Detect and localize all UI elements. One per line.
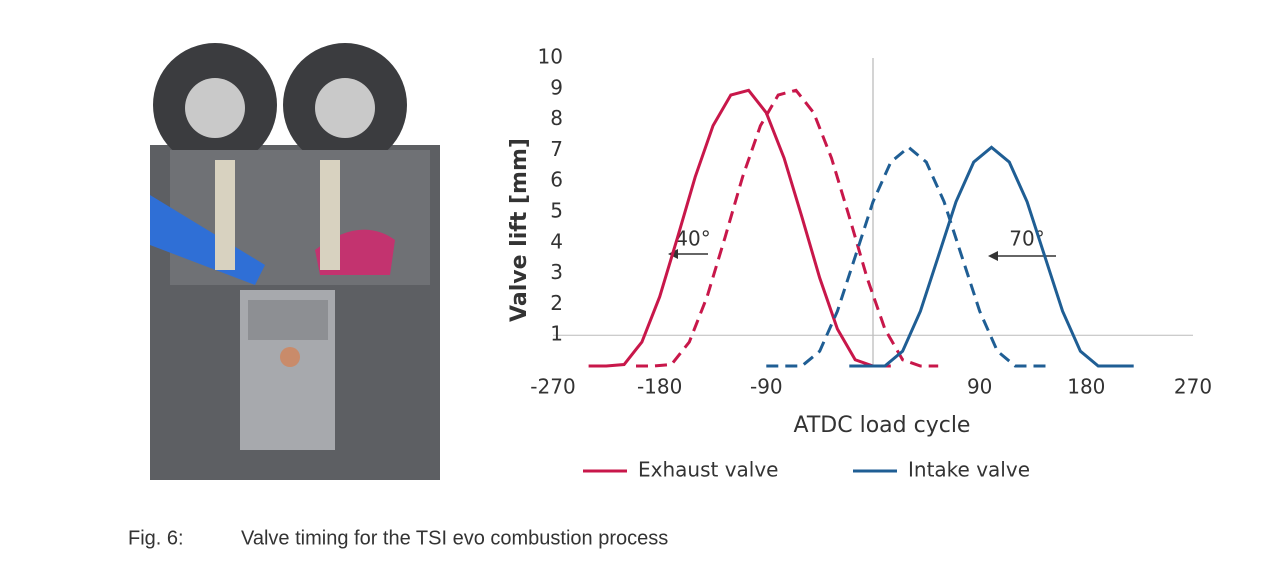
y-tick-label: 7 <box>550 137 563 161</box>
annotation: 40° <box>675 227 710 251</box>
series-line <box>849 145 1134 368</box>
y-tick-label: 4 <box>550 229 563 253</box>
x-tick-label: 90 <box>967 375 992 399</box>
series-line <box>766 145 1051 368</box>
y-tick-label: 3 <box>550 260 563 284</box>
y-tick-label: 9 <box>550 75 563 99</box>
x-tick-label: -180 <box>637 375 682 399</box>
y-tick-label: 1 <box>550 322 563 346</box>
legend-label: Exhaust valve <box>638 458 779 482</box>
x-axis-title: ATDC load cycle <box>794 413 971 438</box>
series-line <box>588 88 891 368</box>
legend-label: Intake valve <box>908 458 1030 482</box>
x-tick-label: 270 <box>1174 375 1212 399</box>
y-tick-label: 5 <box>550 199 563 223</box>
x-tick-label: -90 <box>750 375 783 399</box>
y-tick-label: 8 <box>550 106 563 130</box>
y-tick-label: 2 <box>550 291 563 315</box>
y-tick-label: 6 <box>550 168 563 192</box>
annotation-arrow <box>668 249 1056 261</box>
caption-text: Valve timing for the TSI evo combustion … <box>241 527 668 549</box>
engine-illustration <box>150 43 440 480</box>
series-line <box>636 88 939 368</box>
y-axis-title: Valve lift [mm] <box>507 138 532 322</box>
x-tick-label: 180 <box>1067 375 1105 399</box>
x-tick-label: -270 <box>530 375 575 399</box>
y-tick-label: 10 <box>538 45 563 69</box>
caption-label: Fig. 6: <box>128 527 184 549</box>
